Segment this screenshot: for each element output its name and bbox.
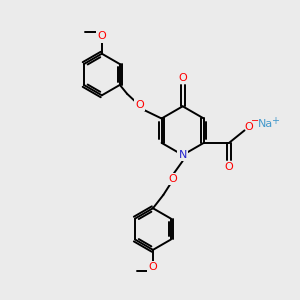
Text: +: + [271,116,279,126]
Text: O: O [148,262,157,272]
Text: Na: Na [258,119,273,129]
Text: O: O [178,74,187,83]
Text: N: N [178,150,187,160]
Text: O: O [244,122,253,131]
Text: O: O [135,100,144,110]
Text: O: O [168,174,177,184]
Text: −: − [251,116,260,126]
Text: O: O [225,162,233,172]
Text: O: O [98,32,106,41]
